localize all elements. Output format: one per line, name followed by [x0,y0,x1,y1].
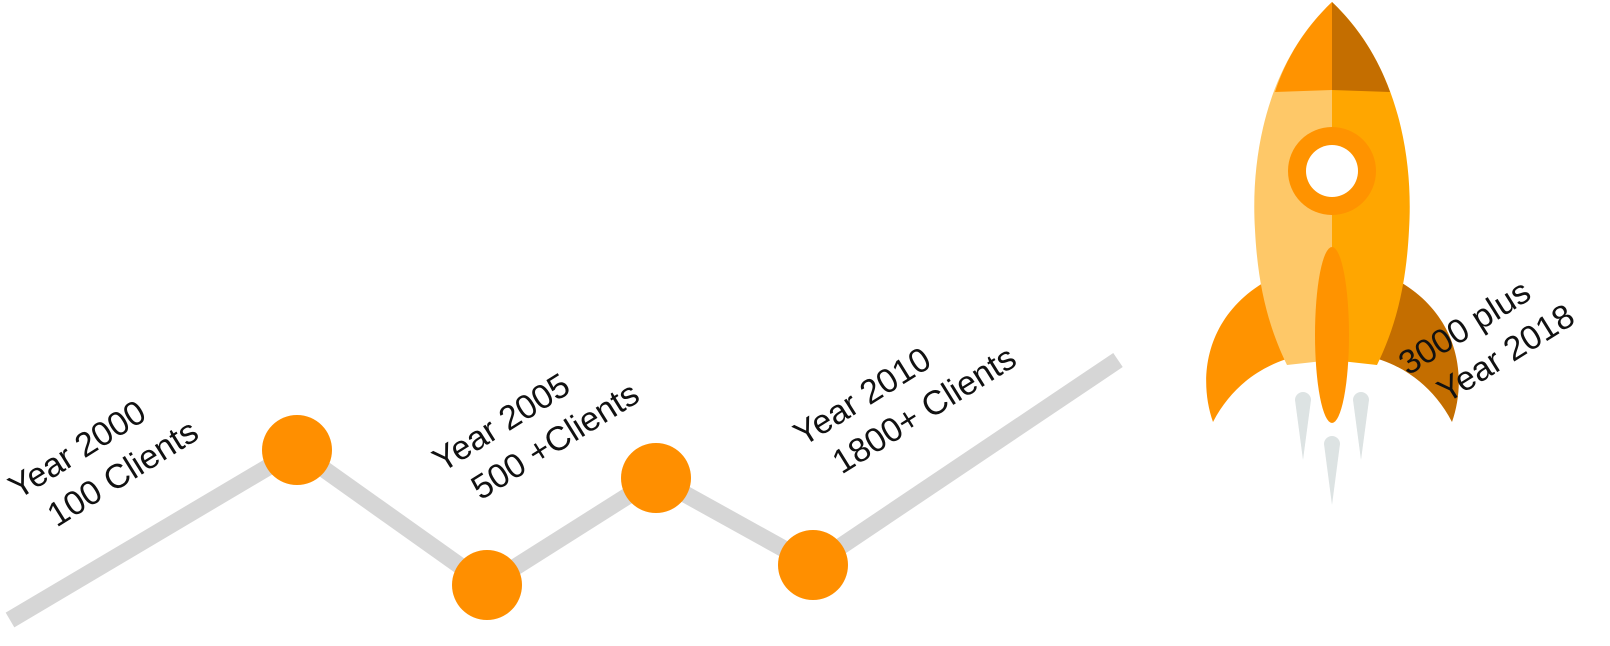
milestone-label: 3000 plus Year 2018 [1392,260,1581,421]
milestone-dot [262,415,332,485]
milestone-dot [452,550,522,620]
milestone-label: Year 2005 500 +Clients [426,337,646,517]
milestone-dot [621,443,691,513]
milestone-label: Year 2010 1800+ Clients [787,301,1023,491]
timeline-track [5,352,1123,628]
milestone-dot [778,530,848,600]
rocket [1206,2,1459,505]
